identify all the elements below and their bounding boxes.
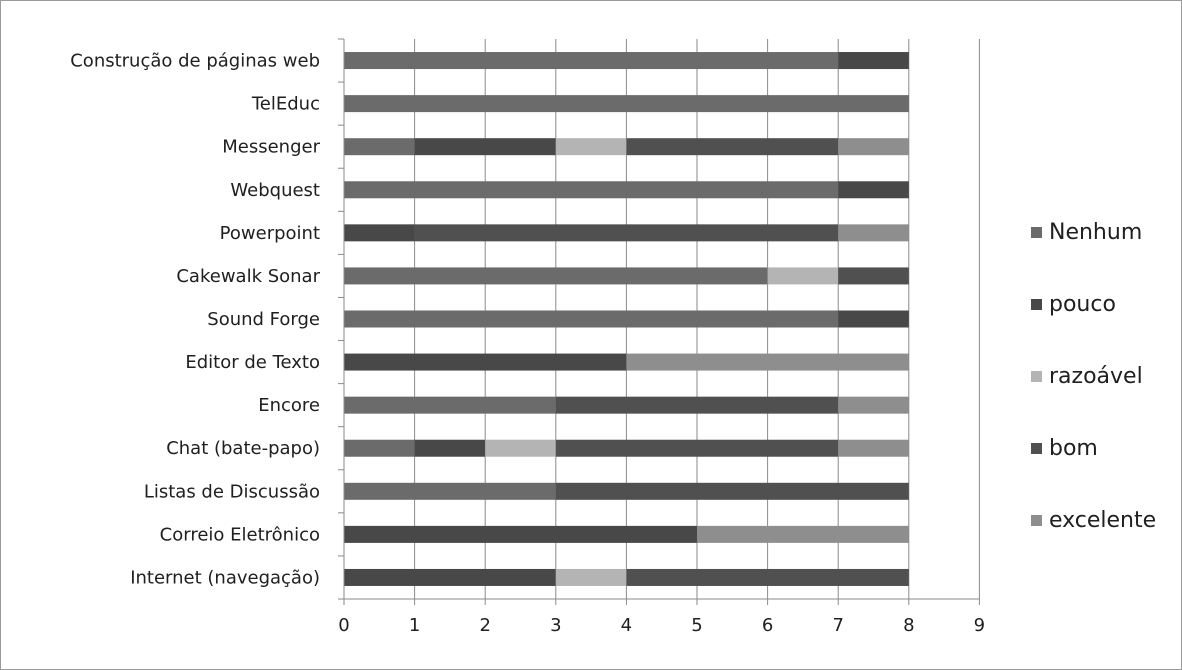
bar-segment-nenhum xyxy=(344,310,839,328)
bar-segment-pouco xyxy=(344,525,697,543)
x-tick-label: 8 xyxy=(903,615,914,636)
bar-segment-razo-vel xyxy=(555,138,627,156)
bar-segment-pouco xyxy=(838,52,909,70)
bar-segment-bom xyxy=(555,482,909,500)
legend-label: Nenhum xyxy=(1049,219,1143,245)
bar-segment-pouco xyxy=(838,181,909,199)
bar-segment-nenhum xyxy=(344,439,415,457)
category-label: Correio Eletrônico xyxy=(160,524,320,545)
legend-label: bom xyxy=(1049,435,1098,461)
labels: 0 1 2 3 4 5 6 7 8 9 Construção de páginas web TelEd… xyxy=(70,51,985,636)
bar-segment-bom xyxy=(838,267,909,285)
bar-segment-nenhum xyxy=(344,95,909,113)
x-tick-label: 5 xyxy=(691,615,702,636)
x-tick-label: 4 xyxy=(621,615,632,636)
bar-segment-nenhum xyxy=(344,482,556,500)
bar-segment-pouco xyxy=(838,310,909,328)
bar-segment-pouco xyxy=(414,138,556,156)
category-label: Internet (navegação) xyxy=(130,567,320,588)
category-label: Chat (bate-papo) xyxy=(166,438,320,459)
bar-segment-pouco xyxy=(344,224,415,242)
bar-segment-nenhum xyxy=(344,181,839,199)
bar-segment-bom xyxy=(626,138,839,156)
category-label: Sound Forge xyxy=(207,309,320,330)
bar-segment-bom xyxy=(555,396,839,414)
bar-segment-nenhum xyxy=(344,396,556,414)
bar-segment-nenhum xyxy=(344,52,839,70)
legend-item: bom xyxy=(1031,435,1098,461)
bar-segment-excelente xyxy=(838,138,909,156)
legend-item: Nenhum xyxy=(1031,219,1142,245)
bar-segment-bom xyxy=(414,224,839,242)
bar-segment-excelente xyxy=(838,224,909,242)
bars xyxy=(344,52,909,586)
x-tick-label: 1 xyxy=(409,615,420,636)
x-tick-label: 6 xyxy=(762,615,773,636)
category-label: TelEduc xyxy=(251,94,320,115)
legend-label: excelente xyxy=(1049,507,1157,533)
category-label: Cakewalk Sonar xyxy=(176,266,320,287)
legend-item: razoável xyxy=(1031,363,1143,389)
category-label: Listas de Discussão xyxy=(144,481,320,502)
axes xyxy=(338,38,980,605)
bar-segment-razo-vel xyxy=(485,439,556,457)
category-label: Encore xyxy=(258,395,320,416)
legend-swatch xyxy=(1031,442,1042,454)
legend-item: excelente xyxy=(1031,507,1156,533)
x-tick-label: 0 xyxy=(338,615,349,636)
category-label: Powerpoint xyxy=(220,223,320,244)
bar-segment-bom xyxy=(626,568,909,586)
bar-segment-pouco xyxy=(414,439,486,457)
bar-segment-razo-vel xyxy=(767,267,839,285)
bar-segment-excelente xyxy=(697,525,909,543)
bar-segment-pouco xyxy=(344,353,627,371)
category-label: Webquest xyxy=(230,180,320,201)
bar-segment-nenhum xyxy=(344,138,415,156)
x-tick-label: 2 xyxy=(479,615,490,636)
bar-segment-excelente xyxy=(626,353,909,371)
legend-swatch xyxy=(1031,514,1042,526)
bar-segment-excelente xyxy=(838,439,909,457)
category-label: Editor de Texto xyxy=(185,352,320,373)
category-label: Messenger xyxy=(222,137,320,158)
bar-segment-excelente xyxy=(838,396,909,414)
x-tick-label: 7 xyxy=(832,615,843,636)
legend-item: pouco xyxy=(1031,291,1116,317)
bar-segment-pouco xyxy=(344,568,556,586)
legend-swatch xyxy=(1031,226,1042,238)
category-label: Construção de páginas web xyxy=(70,51,320,72)
bar-segment-razo-vel xyxy=(555,568,627,586)
bar-segment-bom xyxy=(555,439,839,457)
legend-label: razoável xyxy=(1049,363,1143,389)
x-tick-label: 3 xyxy=(550,615,561,636)
x-tick-label: 9 xyxy=(974,615,985,636)
bar-segment-nenhum xyxy=(344,267,768,285)
legend-swatch xyxy=(1031,298,1042,310)
legend-label: pouco xyxy=(1049,291,1116,317)
legend-swatch xyxy=(1031,370,1042,382)
